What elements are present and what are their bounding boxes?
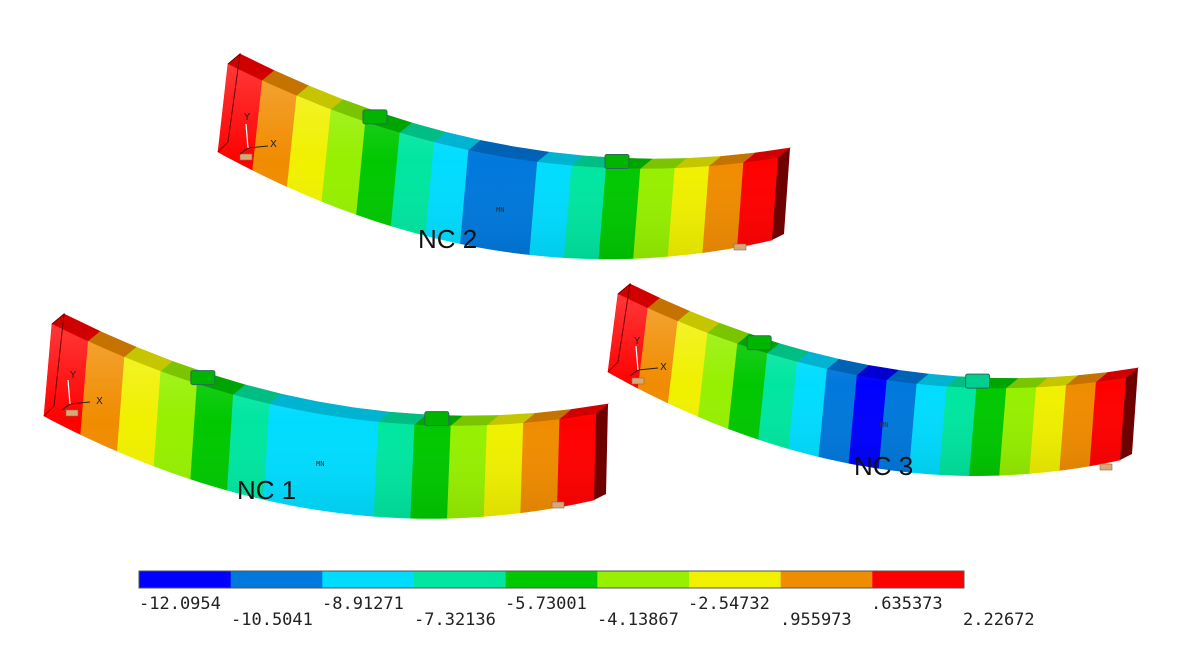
- beam-nc1-axis-x-label: X: [96, 396, 103, 407]
- support-left: [631, 377, 645, 385]
- axis-y-line: [67, 379, 71, 405]
- beam-nc2-axis-y-label: Y: [243, 112, 251, 123]
- beam-nc1-contour-bands: [43, 313, 610, 519]
- loading-pad-left: [190, 370, 216, 386]
- legend-swatch-6: [689, 571, 782, 588]
- support-right: [1099, 463, 1113, 471]
- axis-y-line: [245, 123, 249, 149]
- legend-swatch-5: [597, 571, 690, 588]
- loading-pad-right: [424, 411, 450, 427]
- legend-swatch-4: [505, 571, 598, 588]
- beam-end-face-right: [1120, 368, 1138, 460]
- axis-x-line: [637, 367, 659, 371]
- legend-value-5: -4.13867: [597, 610, 679, 630]
- beam-shading: [608, 294, 1126, 476]
- axis-x-line: [69, 401, 91, 405]
- legend-value-4: -5.73001: [505, 594, 587, 614]
- beam-nc2-label: NC 2: [418, 224, 477, 254]
- axis-z-line: [239, 147, 249, 155]
- loading-pad-left: [362, 109, 388, 125]
- axis-z-line: [629, 369, 639, 377]
- legend-value-9: 2.22672: [963, 610, 1035, 630]
- beam-nc3-details: [607, 282, 1138, 471]
- legend-swatch-0: [139, 571, 232, 588]
- legend-swatch-1: [230, 571, 323, 588]
- legend-value-2: -8.91271: [322, 594, 404, 614]
- beam-nc1-min-marker: MN: [316, 460, 324, 468]
- beam-nc2-min-marker: MN: [496, 206, 504, 214]
- axis-z-line: [61, 403, 71, 411]
- legend-value-1: -10.5041: [231, 610, 313, 630]
- beam-end-face-right: [772, 148, 790, 240]
- legend-swatch-2: [322, 571, 415, 588]
- legend-value-7: .955973: [780, 610, 852, 630]
- axis-y-line: [635, 345, 639, 371]
- legend-swatch-3: [414, 571, 507, 588]
- legend-value-0: -12.0954: [139, 594, 221, 614]
- legend-bar-frame: [138, 570, 965, 589]
- beam-nc1-details: [43, 312, 608, 509]
- legend-value-3: -7.32136: [414, 610, 496, 630]
- beam-end-edge-left: [217, 52, 241, 153]
- beam-nc1-axis-y-label: Y: [69, 370, 77, 381]
- beam-nc2-details: [217, 52, 790, 251]
- beam-end-edge-left: [607, 282, 631, 373]
- support-right: [733, 243, 747, 251]
- beam-nc1-label: NC 1: [237, 475, 296, 505]
- legend-swatch-7: [780, 571, 873, 588]
- beam-shading: [44, 324, 596, 519]
- beam-nc3: NC 3 MN X Y: [607, 282, 1140, 481]
- loading-pad-left: [746, 335, 772, 351]
- support-left: [65, 409, 79, 417]
- beam-nc2-axis-x-label: X: [270, 139, 277, 150]
- beam-end-edge-left: [43, 312, 65, 417]
- beam-nc3-axis-x-label: X: [660, 362, 667, 373]
- contour-legend-bar: [138, 570, 965, 589]
- beam-nc3-axis-y-label: Y: [633, 336, 641, 347]
- axis-x-line: [247, 145, 269, 149]
- legend-value-8: .635373: [871, 594, 943, 614]
- beam-nc2-contour-bands: [217, 53, 792, 260]
- beam-nc3-min-marker: MN: [880, 421, 888, 429]
- beam-nc3-contour-bands: [607, 283, 1140, 476]
- beam-end-face-right: [594, 404, 608, 500]
- beam-nc1: NC 1 MN X Y: [43, 312, 610, 519]
- beam-nc3-label: NC 3: [854, 451, 913, 481]
- support-right: [551, 501, 565, 509]
- legend-value-6: -2.54732: [688, 594, 770, 614]
- loading-pad-right: [604, 153, 630, 169]
- legend-swatch-8: [872, 571, 965, 588]
- beam-shading: [218, 64, 778, 259]
- support-left: [239, 153, 253, 161]
- beam-nc2: NC 2 MN X Y: [217, 52, 792, 260]
- loading-pad-right: [965, 373, 991, 389]
